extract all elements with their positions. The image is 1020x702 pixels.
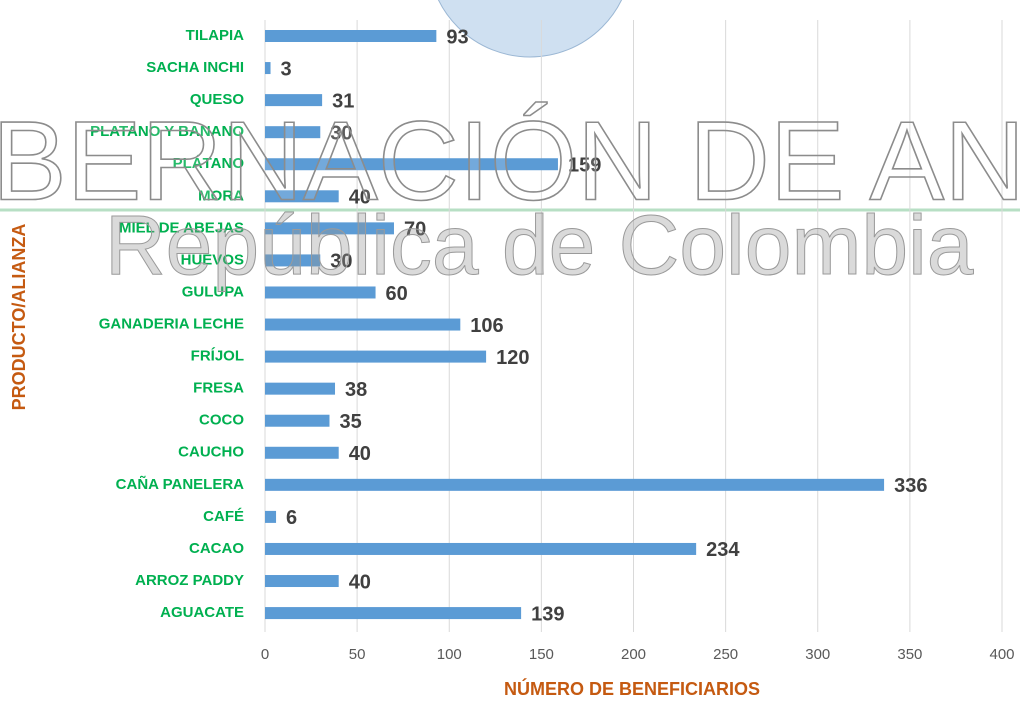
bar [265, 575, 339, 588]
data-label: 31 [332, 90, 354, 112]
y-tick-label: AGUACATE [160, 604, 244, 621]
y-tick-label: CAÑA PANELERA [116, 475, 245, 493]
bar [265, 510, 277, 523]
y-tick-label: TILAPIA [186, 27, 244, 44]
y-tick-label: ARROZ PADDY [135, 572, 244, 589]
data-label: 35 [339, 411, 361, 433]
y-tick-label: FRESA [193, 380, 244, 397]
bar [265, 446, 339, 459]
bar [265, 62, 271, 75]
y-tick-label: PLATANO Y BANANO [90, 123, 244, 140]
bar [265, 30, 437, 42]
y-axis-label: PRODUCTO/ALIANZA [9, 224, 29, 411]
y-tick-label: GANADERIA LECHE [99, 316, 244, 333]
bar [265, 350, 487, 363]
bar [265, 158, 558, 171]
x-tick-label: 0 [261, 646, 269, 663]
data-label: 120 [496, 347, 529, 369]
y-tick-label: CAFÉ [203, 508, 244, 525]
y-tick-label: COCO [199, 412, 244, 429]
y-tick-label: SACHA INCHI [146, 59, 244, 76]
bar [265, 318, 461, 331]
data-label: 38 [345, 379, 367, 401]
x-tick-label: 350 [897, 646, 922, 663]
data-label: 93 [446, 26, 468, 48]
data-label: 40 [349, 571, 371, 593]
bar [265, 126, 321, 139]
data-label: 30 [330, 251, 352, 273]
data-label: 3 [281, 58, 292, 80]
y-tick-label: FRÍJOL [191, 348, 244, 365]
data-label: 40 [349, 187, 371, 209]
bar [265, 542, 697, 555]
x-tick-label: 200 [621, 646, 646, 663]
data-label: 40 [349, 443, 371, 465]
y-tick-label: PLÁTANO [173, 155, 245, 172]
data-label: 139 [531, 603, 564, 625]
bar [265, 254, 321, 267]
logo-circle [437, 0, 623, 58]
bar [265, 478, 885, 491]
data-label: 106 [470, 315, 503, 337]
x-tick-label: 50 [349, 646, 366, 663]
data-label: 234 [706, 539, 740, 561]
bar [265, 94, 323, 107]
bar [265, 222, 394, 235]
bar [265, 190, 339, 203]
watermark: República de Colombia [105, 198, 974, 292]
y-tick-label: CACAO [189, 540, 244, 557]
watermark: BERNACIÓN DE ANTIOQ [0, 99, 1020, 224]
bar [265, 382, 336, 395]
y-tick-label: MORA [198, 187, 244, 204]
data-label: 6 [286, 507, 297, 529]
bar [265, 414, 330, 427]
bar [265, 286, 376, 299]
data-label: 30 [330, 122, 352, 144]
x-axis-label: NÚMERO DE BENEFICIARIOS [504, 678, 760, 699]
data-label: 159 [568, 155, 601, 177]
y-tick-label: HUEVOS [181, 251, 244, 268]
y-tick-label: MIEL DE ABEJAS [119, 219, 244, 236]
x-tick-label: 300 [805, 646, 830, 663]
x-tick-label: 150 [529, 646, 554, 663]
x-tick-label: 400 [989, 646, 1014, 663]
y-tick-label: QUESO [190, 91, 245, 108]
bar [265, 607, 522, 620]
y-tick-label: CAUCHO [178, 444, 244, 461]
x-tick-label: 100 [437, 646, 462, 663]
x-tick-label: 250 [713, 646, 738, 663]
data-label: 60 [386, 283, 408, 305]
data-label: 70 [404, 219, 426, 241]
data-label: 336 [894, 475, 927, 497]
y-tick-label: GULUPA [182, 283, 244, 300]
